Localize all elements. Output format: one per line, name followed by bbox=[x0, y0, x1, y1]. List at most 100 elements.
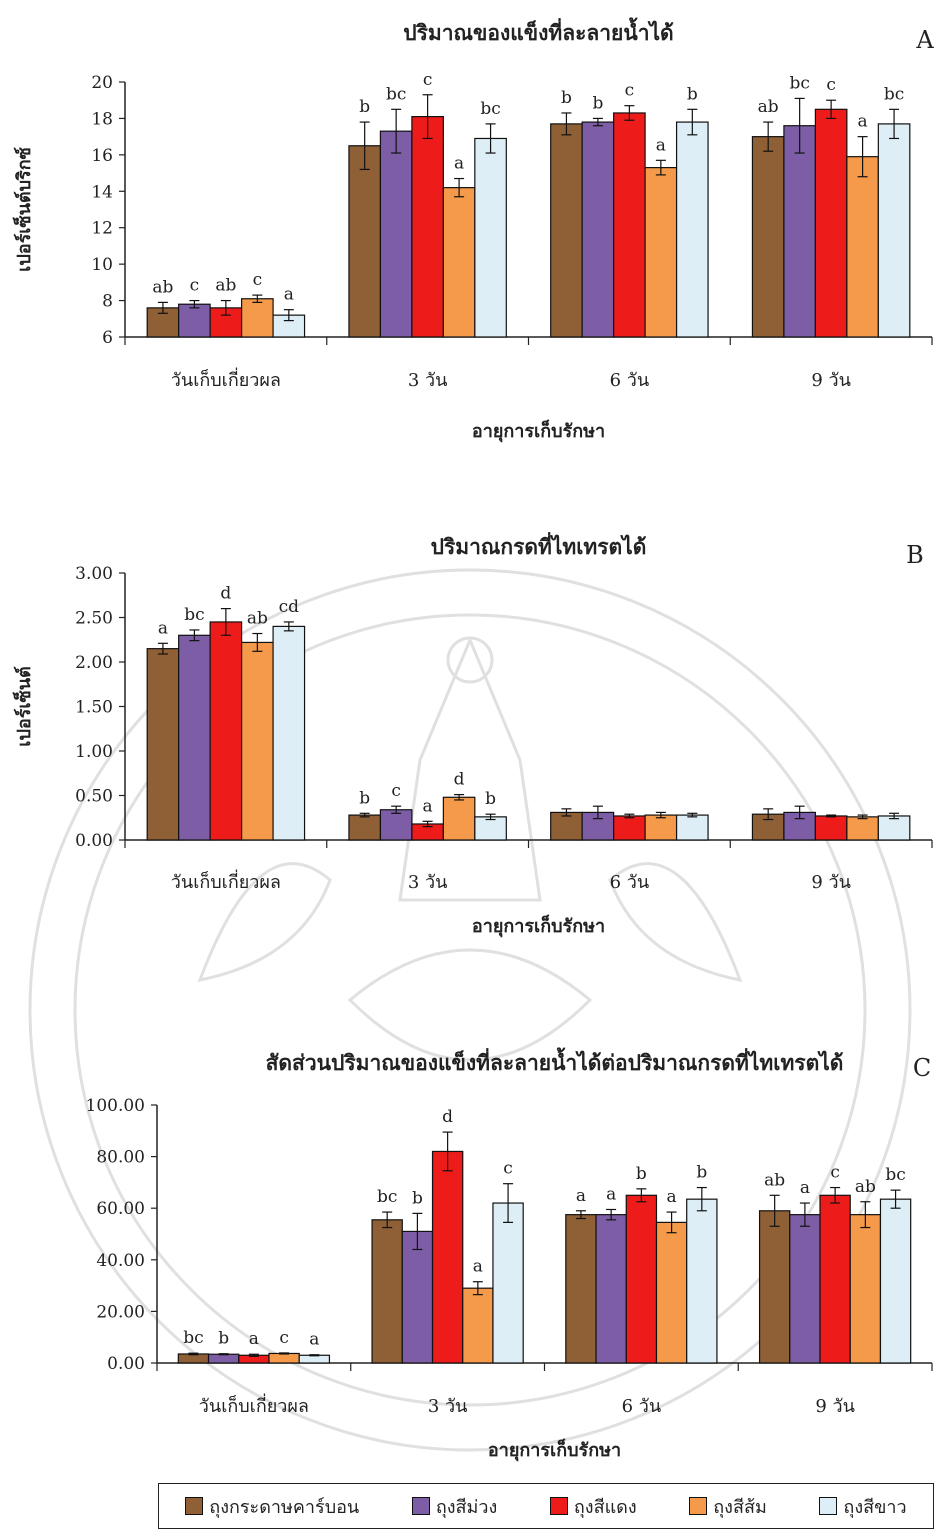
y-tick-label: 40.00 bbox=[96, 1251, 145, 1271]
significance-label: b bbox=[359, 788, 370, 808]
significance-label: bc bbox=[184, 605, 204, 625]
bar bbox=[431, 1150, 464, 1364]
x-axis-label: อายุการเก็บรักษา bbox=[488, 1438, 621, 1462]
legend-swatch-3 bbox=[689, 1497, 708, 1515]
significance-label: b bbox=[412, 1188, 423, 1208]
bar bbox=[877, 123, 911, 338]
significance-label: c bbox=[253, 270, 263, 290]
bar bbox=[146, 648, 180, 841]
y-tick-label: 8 bbox=[102, 292, 113, 312]
significance-label: d bbox=[220, 584, 231, 604]
x-tick-label: 9 วัน bbox=[811, 370, 851, 391]
significance-label: ab bbox=[855, 1177, 876, 1197]
chart-title: ปริมาณกรดที่ไทเทรตได้ bbox=[431, 531, 647, 559]
significance-label: c bbox=[423, 70, 433, 90]
significance-label: ab bbox=[152, 277, 173, 297]
y-tick-label: 2.50 bbox=[75, 609, 113, 629]
bar bbox=[686, 1198, 718, 1364]
bar bbox=[789, 1214, 821, 1364]
significance-label: a bbox=[858, 112, 868, 132]
y-axis-label: เปอร์เซ็นต์ bbox=[12, 666, 35, 746]
significance-label: a bbox=[423, 796, 433, 816]
significance-label: c bbox=[830, 1163, 840, 1183]
significance-label: ab bbox=[247, 609, 268, 629]
x-tick-label: 6 วัน bbox=[610, 872, 650, 893]
legend-label: ถุงกระดาษคาร์บอน bbox=[209, 1496, 360, 1518]
significance-label: a bbox=[800, 1178, 810, 1198]
y-tick-label: 10 bbox=[91, 255, 113, 275]
y-tick-label: 2.00 bbox=[75, 653, 113, 673]
bar bbox=[371, 1219, 403, 1364]
bar bbox=[442, 187, 476, 338]
bar bbox=[474, 816, 507, 841]
x-tick-label: วันเก็บเกี่ยวผล bbox=[171, 367, 281, 391]
bar bbox=[209, 621, 243, 841]
bar bbox=[819, 1194, 851, 1364]
significance-label: b bbox=[359, 97, 370, 117]
bar bbox=[758, 1210, 791, 1364]
y-tick-label: 18 bbox=[91, 109, 113, 129]
bar bbox=[814, 108, 848, 338]
significance-label: bc bbox=[183, 1328, 203, 1348]
x-tick-label: 6 วัน bbox=[610, 370, 650, 391]
bar bbox=[877, 815, 911, 841]
bar bbox=[401, 1230, 434, 1364]
legend-swatch-0 bbox=[185, 1497, 204, 1515]
y-tick-label: 0.00 bbox=[107, 1354, 145, 1374]
significance-label: a bbox=[454, 154, 464, 174]
chart-C: สัดส่วนปริมาณของแข็งที่ละลายน้ำได้ต่อปริ… bbox=[86, 1047, 933, 1462]
bar bbox=[348, 145, 382, 338]
significance-label: b bbox=[561, 88, 572, 108]
panel-letter: B bbox=[906, 541, 924, 569]
significance-label: a bbox=[656, 135, 666, 155]
bar bbox=[751, 136, 785, 338]
significance-label: a bbox=[158, 618, 168, 638]
legend-item: ถุงกระดาษคาร์บอน bbox=[185, 1492, 359, 1521]
legend-item: ถุงสีขาว bbox=[819, 1492, 907, 1521]
significance-label: c bbox=[391, 781, 401, 801]
legend-label: ถุงสีส้ม bbox=[713, 1496, 767, 1518]
significance-label: c bbox=[826, 75, 836, 95]
panel-letter: C bbox=[913, 1054, 931, 1082]
bar bbox=[178, 303, 211, 338]
x-tick-label: 3 วัน bbox=[408, 872, 448, 893]
significance-label: bc bbox=[377, 1187, 397, 1207]
y-tick-label: 0.50 bbox=[75, 787, 113, 807]
x-tick-label: 9 วัน bbox=[811, 872, 851, 893]
bar bbox=[613, 112, 646, 338]
bar bbox=[348, 814, 382, 841]
significance-label: ab bbox=[215, 276, 236, 296]
chart-B: ปริมาณกรดที่ไทเทรตได้ B 0.00 0.50 1.00 1.50 2.… bbox=[12, 531, 933, 938]
y-tick-label: 0.00 bbox=[75, 831, 113, 851]
legend: ถุงกระดาษคาร์บอน ถุงสีม่วง ถุงสีแดง ถุงส… bbox=[158, 1483, 934, 1529]
significance-label: bc bbox=[884, 84, 904, 104]
bar bbox=[298, 1354, 331, 1364]
y-tick-label: 3.00 bbox=[75, 564, 113, 584]
legend-item: ถุงสีส้ม bbox=[689, 1492, 767, 1521]
significance-label: bc bbox=[386, 84, 406, 104]
bar bbox=[849, 1214, 882, 1364]
bar bbox=[675, 814, 709, 841]
y-axis-label: เปอร์เซ็นต์บริกซ์ bbox=[12, 147, 35, 272]
bar bbox=[595, 1214, 627, 1364]
significance-label: a bbox=[667, 1187, 677, 1207]
bar bbox=[272, 625, 306, 841]
bar bbox=[565, 1214, 597, 1364]
bar bbox=[379, 130, 413, 338]
x-tick-label: วันเก็บเกี่ยวผล bbox=[199, 1393, 309, 1417]
x-tick-label: 3 วัน bbox=[428, 1396, 468, 1417]
y-tick-label: 20 bbox=[91, 73, 113, 93]
chart-title: สัดส่วนปริมาณของแข็งที่ละลายน้ำได้ต่อปริ… bbox=[266, 1047, 844, 1075]
significance-label: bc bbox=[789, 73, 809, 93]
bar bbox=[675, 121, 709, 338]
y-tick-label: 20.00 bbox=[96, 1302, 145, 1322]
bar bbox=[655, 1221, 688, 1364]
bar bbox=[625, 1194, 658, 1364]
bar bbox=[379, 809, 413, 841]
legend-swatch-2 bbox=[549, 1497, 568, 1515]
significance-label: a bbox=[576, 1186, 586, 1206]
significance-label: c bbox=[279, 1328, 289, 1348]
x-axis-label: อายุการเก็บรักษา bbox=[472, 914, 605, 938]
significance-label: ab bbox=[764, 1170, 785, 1190]
significance-label: b bbox=[218, 1329, 229, 1349]
